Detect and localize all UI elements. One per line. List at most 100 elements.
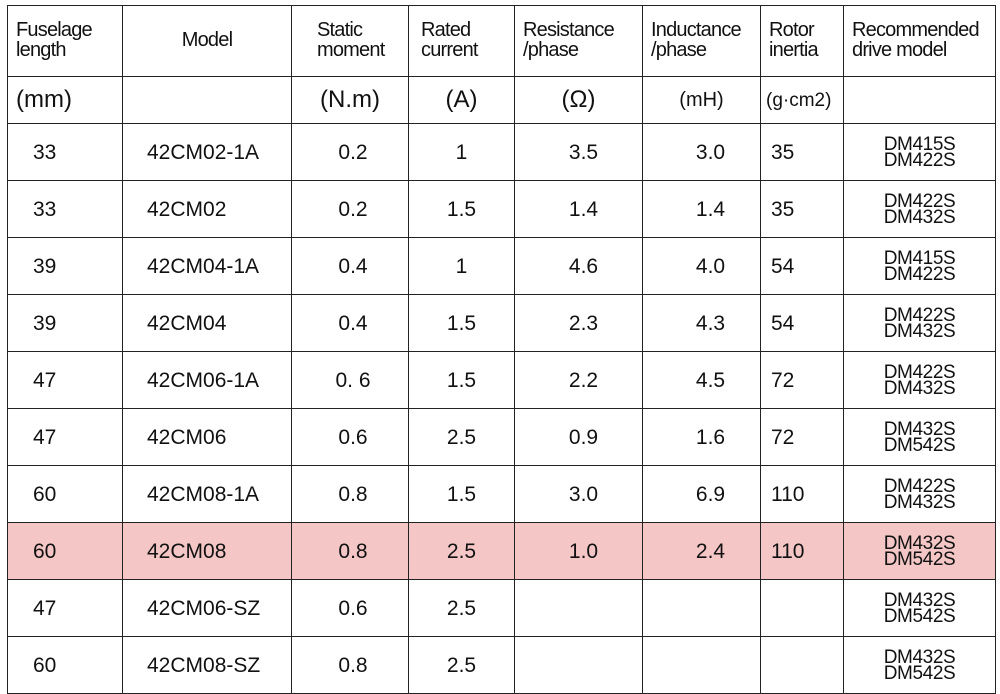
cell-inductance: 4.5 xyxy=(642,351,761,409)
drive-model-label: DM432S xyxy=(883,492,956,513)
unit-cell-resistance: (Ω) xyxy=(514,76,643,124)
table-row: 60 42CM08 0.8 2.5 1.0 2.4 110 DM432S DM542S xyxy=(7,522,996,580)
drive-model-label: DM542S xyxy=(883,435,956,456)
cell-current: 1.5 xyxy=(408,351,515,409)
cell-resistance: 2.2 xyxy=(514,351,643,409)
cell-inertia: 110 xyxy=(760,522,844,580)
cell-resistance: 0.9 xyxy=(514,408,643,466)
cell-moment: 0.4 xyxy=(291,294,409,352)
cell-resistance: 4.6 xyxy=(514,237,643,295)
cell-drive: DM422S DM432S xyxy=(843,180,996,238)
drive-model-label: DM422S xyxy=(883,361,956,383)
cell-model: 42CM04-1A xyxy=(122,237,292,295)
cell-drive: DM415S DM422S xyxy=(843,123,996,181)
unit-cell-model xyxy=(122,76,292,124)
cell-model: 42CM06-1A xyxy=(122,351,292,409)
drive-model-label: DM422S xyxy=(883,150,956,171)
cell-inertia xyxy=(760,636,844,694)
drive-model-label: DM432S xyxy=(883,378,956,399)
cell-drive: DM432S DM542S xyxy=(843,522,996,580)
drive-model-label: DM542S xyxy=(883,606,956,627)
table-row: 47 42CM06 0.6 2.5 0.9 1.6 72 DM432S DM542S xyxy=(7,408,996,466)
drive-model-label: DM432S xyxy=(883,321,956,342)
drive-model-label: DM432S xyxy=(883,418,956,440)
units-row: (mm) (N.m) (A) (Ω) (mH) (g·cm2) xyxy=(7,76,996,124)
cell-moment: 0.8 xyxy=(291,636,409,694)
cell-current: 2.5 xyxy=(408,579,515,637)
cell-inertia: 72 xyxy=(760,351,844,409)
cell-model: 42CM08 xyxy=(122,522,292,580)
table-row: 39 42CM04-1A 0.4 1 4.6 4.0 54 DM415S DM422S xyxy=(7,237,996,295)
cell-resistance xyxy=(514,579,643,637)
cell-model: 42CM04 xyxy=(122,294,292,352)
cell-length: 47 xyxy=(7,579,123,637)
drive-model-label: DM542S xyxy=(883,663,956,684)
drive-model-label: DM432S xyxy=(883,532,956,554)
cell-moment: 0.8 xyxy=(291,522,409,580)
drive-model-label: DM542S xyxy=(883,549,956,570)
header-cell-length: Fuselage length xyxy=(7,5,123,77)
cell-current: 2.5 xyxy=(408,408,515,466)
cell-inertia: 54 xyxy=(760,237,844,295)
cell-drive: DM432S DM542S xyxy=(843,408,996,466)
header-row: Fuselage length Model Static moment Rate… xyxy=(7,5,996,77)
table-body: Fuselage length Model Static moment Rate… xyxy=(7,5,996,694)
header-cell-inertia: Rotor inertia xyxy=(760,5,844,77)
unit-cell-length: (mm) xyxy=(7,76,123,124)
unit-cell-inductance: (mH) xyxy=(642,76,761,124)
table-row: 47 42CM06-1A 0. 6 1.5 2.2 4.5 72 DM422S DM432S xyxy=(7,351,996,409)
cell-model: 42CM02 xyxy=(122,180,292,238)
header-cell-resistance: Resistance /phase xyxy=(514,5,643,77)
cell-resistance: 1.4 xyxy=(514,180,643,238)
cell-inertia: 54 xyxy=(760,294,844,352)
cell-drive: DM432S DM542S xyxy=(843,636,996,694)
header-cell-moment: Static moment xyxy=(291,5,409,77)
cell-inductance: 3.0 xyxy=(642,123,761,181)
cell-resistance: 1.0 xyxy=(514,522,643,580)
cell-drive: DM415S DM422S xyxy=(843,237,996,295)
table-row: 60 42CM08-SZ 0.8 2.5 DM432S DM542S xyxy=(7,636,996,694)
header-cell-current: Rated current xyxy=(408,5,515,77)
unit-cell-drive xyxy=(843,76,996,124)
cell-moment: 0.2 xyxy=(291,123,409,181)
cell-model: 42CM06 xyxy=(122,408,292,466)
cell-length: 39 xyxy=(7,237,123,295)
cell-model: 42CM08-SZ xyxy=(122,636,292,694)
motor-spec-table: Fuselage length Model Static moment Rate… xyxy=(7,5,996,694)
cell-inductance: 4.3 xyxy=(642,294,761,352)
cell-moment: 0.6 xyxy=(291,408,409,466)
cell-inertia xyxy=(760,579,844,637)
cell-inductance xyxy=(642,636,761,694)
cell-drive: DM422S DM432S xyxy=(843,294,996,352)
drive-model-label: DM422S xyxy=(883,190,956,212)
cell-moment: 0. 6 xyxy=(291,351,409,409)
table-row: 33 42CM02 0.2 1.5 1.4 1.4 35 DM422S DM432S xyxy=(7,180,996,238)
cell-inductance: 1.4 xyxy=(642,180,761,238)
cell-inductance xyxy=(642,579,761,637)
cell-inertia: 35 xyxy=(760,180,844,238)
table-row: 60 42CM08-1A 0.8 1.5 3.0 6.9 110 DM422S DM432S xyxy=(7,465,996,523)
cell-length: 33 xyxy=(7,123,123,181)
cell-resistance xyxy=(514,636,643,694)
cell-model: 42CM06-SZ xyxy=(122,579,292,637)
cell-moment: 0.8 xyxy=(291,465,409,523)
cell-inertia: 72 xyxy=(760,408,844,466)
cell-length: 60 xyxy=(7,522,123,580)
unit-cell-moment: (N.m) xyxy=(291,76,409,124)
cell-length: 39 xyxy=(7,294,123,352)
drive-model-label: DM432S xyxy=(883,589,956,611)
cell-inductance: 2.4 xyxy=(642,522,761,580)
cell-drive: DM422S DM432S xyxy=(843,351,996,409)
cell-resistance: 3.5 xyxy=(514,123,643,181)
cell-current: 1 xyxy=(408,237,515,295)
cell-inductance: 1.6 xyxy=(642,408,761,466)
header-cell-inductance: Inductance /phase xyxy=(642,5,761,77)
cell-current: 2.5 xyxy=(408,636,515,694)
cell-length: 60 xyxy=(7,636,123,694)
cell-length: 60 xyxy=(7,465,123,523)
cell-model: 42CM02-1A xyxy=(122,123,292,181)
cell-inertia: 35 xyxy=(760,123,844,181)
header-cell-drive: Recommended drive model xyxy=(843,5,996,77)
drive-model-label: DM432S xyxy=(883,646,956,668)
cell-current: 1.5 xyxy=(408,465,515,523)
